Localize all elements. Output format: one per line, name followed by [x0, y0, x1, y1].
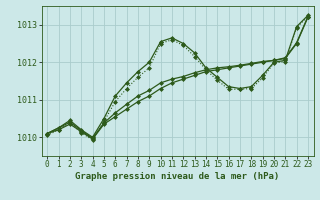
- X-axis label: Graphe pression niveau de la mer (hPa): Graphe pression niveau de la mer (hPa): [76, 172, 280, 181]
